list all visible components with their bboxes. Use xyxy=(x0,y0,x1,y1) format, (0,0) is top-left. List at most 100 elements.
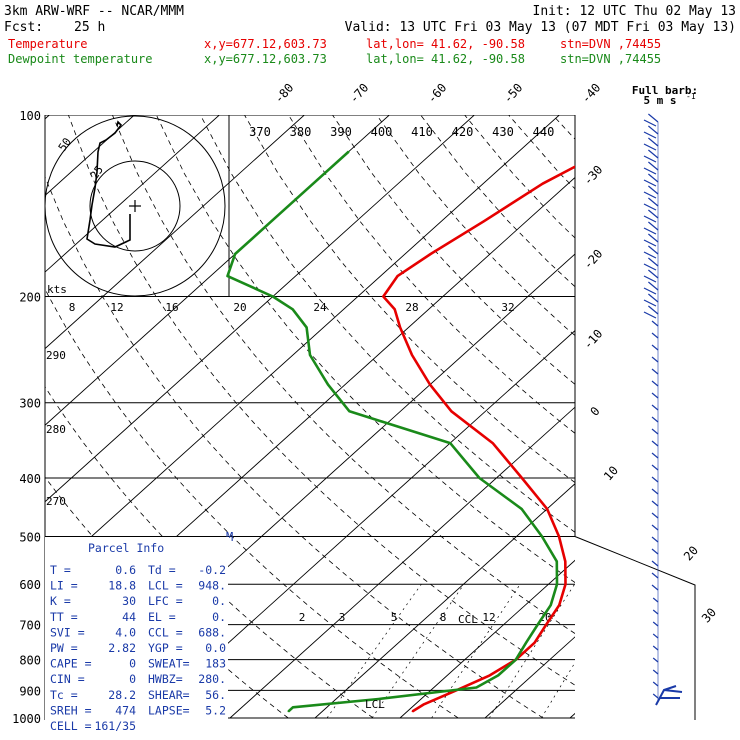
parcel-row-label: K = xyxy=(50,594,71,608)
wind-barb xyxy=(651,536,659,543)
parcel-row-value2: 280. xyxy=(198,672,226,686)
parcel-row-value: 44 xyxy=(122,610,136,624)
parcel-info-background xyxy=(45,537,228,720)
isotherm-line xyxy=(655,115,740,718)
wind-barb xyxy=(652,657,659,663)
parcel-row-value2: 688. xyxy=(198,625,226,639)
theta-labels: 290 280 270 xyxy=(46,349,66,508)
sounding-point xyxy=(545,623,548,626)
pressure-tick-label: 100 xyxy=(19,109,41,123)
parcel-row-label: LI = xyxy=(50,579,78,593)
sounding-point xyxy=(603,151,605,153)
pressure-tick-label: 900 xyxy=(19,684,41,698)
sounding-point xyxy=(478,477,481,479)
sounding-point xyxy=(309,354,311,356)
pressure-tick-label: 200 xyxy=(19,291,41,305)
dry-adiabat xyxy=(244,115,575,484)
dry-adiabat xyxy=(288,115,575,434)
mixing-ratio-upper-label: 16 xyxy=(165,301,178,314)
sounding-point xyxy=(449,442,452,444)
sounding-point xyxy=(488,674,491,677)
parcel-row-label: PW = xyxy=(50,641,78,655)
theta-tick-label: 270 xyxy=(46,495,66,508)
wind-key-value: 5 m s xyxy=(643,94,676,107)
sounding-point xyxy=(549,604,552,607)
isotherm-tick-label: -10 xyxy=(581,327,606,352)
isotherm-line xyxy=(314,483,575,719)
mixing-ratio-tick-label: 12 xyxy=(482,611,495,624)
wind-barb xyxy=(651,500,659,507)
parcel-row-value: 28.2 xyxy=(108,688,136,702)
mixing-ratio-upper-label: 12 xyxy=(110,301,123,314)
sounding-point xyxy=(497,674,500,677)
sounding-series xyxy=(226,150,605,713)
wind-barb-flag xyxy=(643,155,657,163)
sounding-point xyxy=(558,604,561,607)
theta-e-tick-label: 440 xyxy=(533,125,555,139)
parcel-info-title: Parcel Info xyxy=(88,541,164,555)
pressure-tick-label: 700 xyxy=(19,619,41,633)
dry-adiabat xyxy=(597,115,740,718)
isotherm-line xyxy=(229,406,575,719)
mixing-ratio-line xyxy=(431,584,521,719)
temperature-station: stn=DVN ,74455 xyxy=(560,37,661,51)
sounding-point xyxy=(270,220,273,223)
hodograph-trace xyxy=(86,120,131,248)
parcel-row-label2: SHEAR= xyxy=(148,688,190,702)
parcel-row-value: 18.8 xyxy=(108,579,136,593)
wind-barb xyxy=(648,269,659,279)
sounding-point xyxy=(411,710,414,713)
sounding-point xyxy=(347,150,350,153)
sounding-point xyxy=(558,535,560,538)
isotherm-tick-label: -40 xyxy=(579,81,604,106)
wind-barb xyxy=(651,548,659,555)
wind-barb-flag xyxy=(643,215,657,223)
mixing-ratio-tick-label: 3 xyxy=(339,611,346,624)
temperature-latlon: lat,lon= 41.62, -90.58 xyxy=(366,37,525,51)
dewpoint-latlon: lat,lon= 41.62, -90.58 xyxy=(366,52,525,66)
mixing-ratio-line xyxy=(489,584,575,719)
temperature-legend: Temperature xyxy=(8,37,87,51)
mixing-ratio-tick-label: 2 xyxy=(299,611,306,624)
parcel-row-label2: Td = xyxy=(148,563,176,577)
isotherm-line xyxy=(399,559,575,719)
pressure-tick-label: 500 xyxy=(19,530,41,544)
sounding-point xyxy=(564,560,567,563)
isotherm-line xyxy=(144,330,575,719)
wind-barb-flag xyxy=(643,311,657,319)
wind-barb xyxy=(651,368,659,375)
temperature-xy: x,y=677.12,603.73 xyxy=(204,37,327,51)
wind-barb xyxy=(651,464,659,471)
mixing-ratio-labels: 2 3 5 8 12 208 12 16 20 24 28 32 xyxy=(69,301,552,624)
sounding-point xyxy=(382,295,385,298)
parcel-row-value: 161/35 xyxy=(94,719,136,733)
parcel-row-value2: 0. xyxy=(212,610,226,624)
sounding-point xyxy=(377,698,380,700)
parcel-row-value2: -0.2 xyxy=(198,563,226,577)
wind-barb xyxy=(652,621,659,627)
isotherm-tick-label: 0 xyxy=(587,404,602,419)
wind-barb xyxy=(652,633,659,639)
sounding-point xyxy=(393,308,396,311)
parcel-info-panel: Parcel Info T = 0.6 Td = -0.2 LI = 18.8 LCL = 9… xyxy=(45,537,228,733)
isotherm-line xyxy=(45,115,220,273)
dry-adiabat xyxy=(45,175,544,719)
wind-barb xyxy=(648,305,659,315)
sounding-point xyxy=(287,710,290,713)
plot-right-boundary xyxy=(574,115,696,720)
parcel-info-rows: T = 0.6 Td = -0.2 LI = 18.8 LCL = 948. K = 30 LFC … xyxy=(50,563,226,733)
parcel-row-value: 0.6 xyxy=(115,563,136,577)
parcel-row-label: CAPE = xyxy=(50,657,92,671)
wind-barb xyxy=(651,488,659,495)
sounding-point xyxy=(226,275,229,277)
wind-barb xyxy=(648,221,659,231)
wind-barb xyxy=(648,293,659,303)
sounding-point xyxy=(450,410,453,413)
sounding-point xyxy=(429,253,432,255)
parcel-row-label: SVI = xyxy=(50,625,85,639)
wind-barb xyxy=(648,161,659,171)
hodograph-ring-outer xyxy=(44,115,226,297)
dewpoint-station: stn=DVN ,74455 xyxy=(560,52,661,66)
parcel-row-label2: LCL = xyxy=(148,579,183,593)
parcel-row-label: TT = xyxy=(50,610,78,624)
